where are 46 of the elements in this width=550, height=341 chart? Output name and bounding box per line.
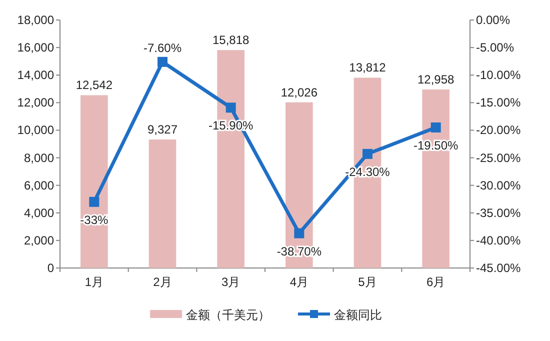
y2-tick-label: -20.00%: [476, 123, 522, 138]
y-tick-label: 0: [47, 261, 54, 275]
y-tick-label: 14,000: [17, 68, 54, 82]
x-tick-label: 1月: [84, 275, 104, 289]
legend-label: 金额同比: [334, 308, 382, 322]
data-label: 12,026: [280, 85, 318, 100]
y-tick-label: 12,000: [17, 96, 54, 110]
data-label: -38.70%: [276, 244, 322, 258]
data-label: 9,327: [147, 122, 178, 136]
y-tick-label: 8,000: [24, 150, 54, 165]
y-tick-label: 10,000: [17, 123, 54, 138]
x-tick-label: 6月: [426, 275, 446, 289]
data-label: -33%: [80, 212, 109, 227]
y2-tick-label: -30.00%: [476, 178, 522, 192]
x-tick-label: 2月: [153, 275, 172, 289]
x-tick-label: 5月: [358, 275, 377, 289]
y2-tick-label: 0.00%: [476, 13, 510, 27]
y-tick-label: 6,000: [24, 178, 54, 192]
point: [89, 196, 100, 207]
y2-tick-label: -35.00%: [476, 206, 522, 220]
y2-tick-label: -45.00%: [476, 261, 522, 275]
point: [294, 228, 304, 238]
point: [362, 148, 372, 159]
point: [430, 122, 441, 132]
y-tick-label: 2,000: [24, 233, 54, 248]
data-label: 15,818: [212, 33, 250, 48]
x-tick-label: 3月: [221, 275, 240, 289]
y2-tick-label: -40.00%: [476, 233, 522, 248]
y-tick-label: 4,000: [24, 206, 54, 220]
data-label: -19.50%: [413, 138, 459, 152]
point: [158, 56, 168, 67]
y-tick-label: 16,000: [17, 40, 54, 55]
bar: [80, 95, 108, 268]
y2-tick-label: -5.00%: [476, 40, 514, 55]
data-label: 13,812: [349, 60, 386, 75]
data-label: -7.60%: [143, 40, 182, 55]
data-label: 12,958: [417, 72, 455, 86]
x-tick-label: 4月: [290, 275, 309, 289]
y2-tick-label: -10.00%: [476, 68, 522, 82]
legend-label: 金额（千美元）: [186, 308, 270, 322]
y2-tick-label: -15.00%: [476, 96, 522, 110]
point: [226, 102, 236, 113]
data-label: 12,542: [76, 78, 113, 92]
y2-tick-label: -25.00%: [476, 150, 522, 165]
bar: [148, 139, 176, 268]
y-tick-label: 18,000: [17, 13, 54, 27]
